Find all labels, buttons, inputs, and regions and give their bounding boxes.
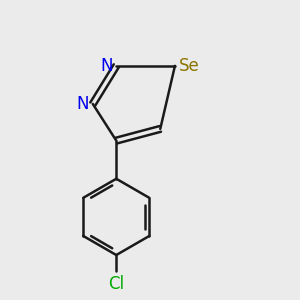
Text: Cl: Cl <box>108 275 124 293</box>
Text: Se: Se <box>178 57 199 75</box>
Text: N: N <box>77 95 89 113</box>
Text: N: N <box>100 57 113 75</box>
